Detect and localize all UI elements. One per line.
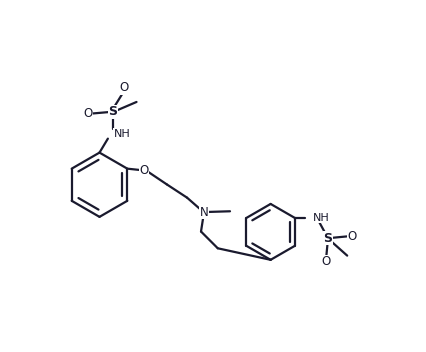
Text: NH: NH [313, 213, 330, 222]
Text: NH: NH [113, 129, 130, 139]
Text: O: O [139, 164, 149, 177]
Text: N: N [199, 206, 208, 219]
Text: S: S [323, 232, 332, 245]
Text: O: O [119, 82, 129, 94]
Text: O: O [83, 107, 92, 120]
Text: O: O [347, 230, 357, 243]
Text: O: O [322, 256, 331, 269]
Text: S: S [108, 105, 117, 118]
